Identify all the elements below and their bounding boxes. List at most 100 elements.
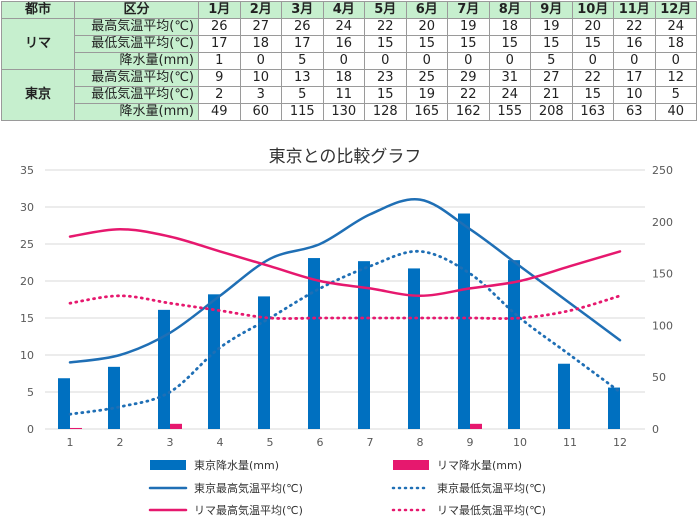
table-cell: 18 — [239, 35, 282, 53]
table-cell: 0 — [571, 52, 614, 70]
header-city: 都市 — [1, 1, 75, 19]
left-tick-label: 10 — [20, 349, 34, 362]
bar — [308, 258, 320, 429]
x-tick-label: 11 — [563, 436, 577, 449]
table-cell: 13 — [281, 69, 324, 87]
table-row: 降水量(mm) 49 60 115 130 128 165 162 155 208 163 63 40 — [2, 103, 697, 121]
table-cell: 29 — [447, 69, 490, 87]
bar — [358, 261, 370, 429]
legend-label: リマ降水量(mm) — [437, 458, 522, 472]
table-cell: 5 — [281, 52, 324, 70]
table-cell: 24 — [488, 86, 531, 104]
x-tick-label: 5 — [267, 436, 274, 449]
legend-swatch — [150, 460, 186, 470]
header-month: 4月 — [322, 1, 365, 19]
table-cell: 128 — [364, 103, 407, 121]
right-axis-ticks: 0 50 100 150 200 250 — [652, 164, 673, 436]
table-cell: 16 — [613, 35, 656, 53]
table-cell: 24 — [322, 18, 365, 36]
table-cell: 15 — [405, 35, 448, 53]
table-cell: 115 — [281, 103, 324, 121]
bar — [108, 366, 120, 429]
table-cell: 165 — [405, 103, 448, 121]
table-cell: 25 — [405, 69, 448, 87]
series-line — [68, 249, 622, 416]
x-tick-label: 4 — [217, 436, 224, 449]
table-cell: 40 — [654, 103, 697, 121]
table-cell: 24 — [654, 18, 697, 36]
header-metric: 区分 — [74, 1, 199, 19]
legend-label: 東京降水量(mm) — [194, 458, 279, 472]
grid-lines — [45, 169, 645, 430]
table-cell: 208 — [530, 103, 573, 121]
table-cell: 12 — [654, 69, 697, 87]
table-cell: 27 — [530, 69, 573, 87]
table-cell: 0 — [239, 52, 282, 70]
left-tick-label: 30 — [20, 201, 34, 214]
metric-label: 最高気温平均(℃) — [74, 69, 199, 87]
climate-table: 都市 区分 1月 2月 3月 4月 5月 6月 7月 8月 9月 10月 11月 12月 リマ 最高気温… — [1, 1, 697, 121]
table-cell: 15 — [571, 86, 614, 104]
table-cell: 0 — [364, 52, 407, 70]
x-tick-label: 2 — [117, 436, 124, 449]
table-cell: 15 — [364, 86, 407, 104]
right-tick-label: 50 — [652, 371, 666, 384]
city-name: 東京 — [1, 69, 75, 121]
bar — [158, 309, 170, 429]
x-tick-label: 9 — [467, 436, 474, 449]
table-cell: 5 — [530, 52, 573, 70]
bar — [458, 213, 470, 429]
bar — [508, 260, 520, 429]
line-series — [68, 197, 622, 416]
left-tick-label: 35 — [20, 164, 34, 177]
table-cell: 18 — [322, 69, 365, 87]
table-cell: 18 — [488, 18, 531, 36]
header-month: 10月 — [571, 1, 614, 19]
table-cell: 162 — [447, 103, 490, 121]
metric-label: 最低気温平均(℃) — [74, 86, 199, 104]
table-cell: 60 — [239, 103, 282, 121]
table-cell: 27 — [239, 18, 282, 36]
table-cell: 5 — [654, 86, 697, 104]
bar — [608, 387, 620, 429]
bar — [408, 268, 420, 429]
x-tick-label: 7 — [367, 436, 374, 449]
table-header-row: 都市 区分 1月 2月 3月 4月 5月 6月 7月 8月 9月 10月 11月 12月 — [1, 1, 697, 19]
x-tick-label: 12 — [613, 436, 627, 449]
right-tick-label: 200 — [652, 216, 673, 229]
table-cell: 3 — [239, 86, 282, 104]
series-line — [68, 227, 622, 298]
left-axis-ticks: 0 5 10 15 20 25 30 35 — [20, 164, 34, 436]
header-month: 3月 — [281, 1, 324, 19]
table-cell: 0 — [613, 52, 656, 70]
x-tick-label: 1 — [67, 436, 74, 449]
table-cell: 15 — [530, 35, 573, 53]
table-row: リマ 最高気温平均(℃) 26 27 26 24 22 20 19 18 19 20 22 24 — [1, 18, 697, 70]
metric-label: 最低気温平均(℃) — [74, 35, 199, 53]
table-cell: 20 — [405, 18, 448, 36]
table-cell: 0 — [488, 52, 531, 70]
table-cell: 15 — [571, 35, 614, 53]
table-cell: 19 — [405, 86, 448, 104]
table-cell: 10 — [613, 86, 656, 104]
left-tick-label: 20 — [20, 275, 34, 288]
table-cell: 21 — [530, 86, 573, 104]
header-month: 6月 — [405, 1, 448, 19]
table-cell: 11 — [322, 86, 365, 104]
table-cell: 31 — [488, 69, 531, 87]
table-cell: 20 — [571, 18, 614, 36]
header-month: 12月 — [654, 1, 697, 19]
table-cell: 22 — [613, 18, 656, 36]
bar — [170, 423, 182, 429]
legend-label: リマ最高気温平均(℃) — [194, 503, 303, 517]
x-tick-label: 6 — [317, 436, 324, 449]
table-cell: 2 — [198, 86, 241, 104]
table-cell: 163 — [571, 103, 614, 121]
table-cell: 26 — [198, 18, 241, 36]
header-month: 5月 — [364, 1, 407, 19]
x-tick-label: 3 — [167, 436, 174, 449]
table-cell: 0 — [654, 52, 697, 70]
table-row: 最低気温平均(℃) 2 3 5 11 15 19 22 24 21 15 10 5 — [2, 86, 697, 104]
header-month: 1月 — [198, 1, 241, 19]
